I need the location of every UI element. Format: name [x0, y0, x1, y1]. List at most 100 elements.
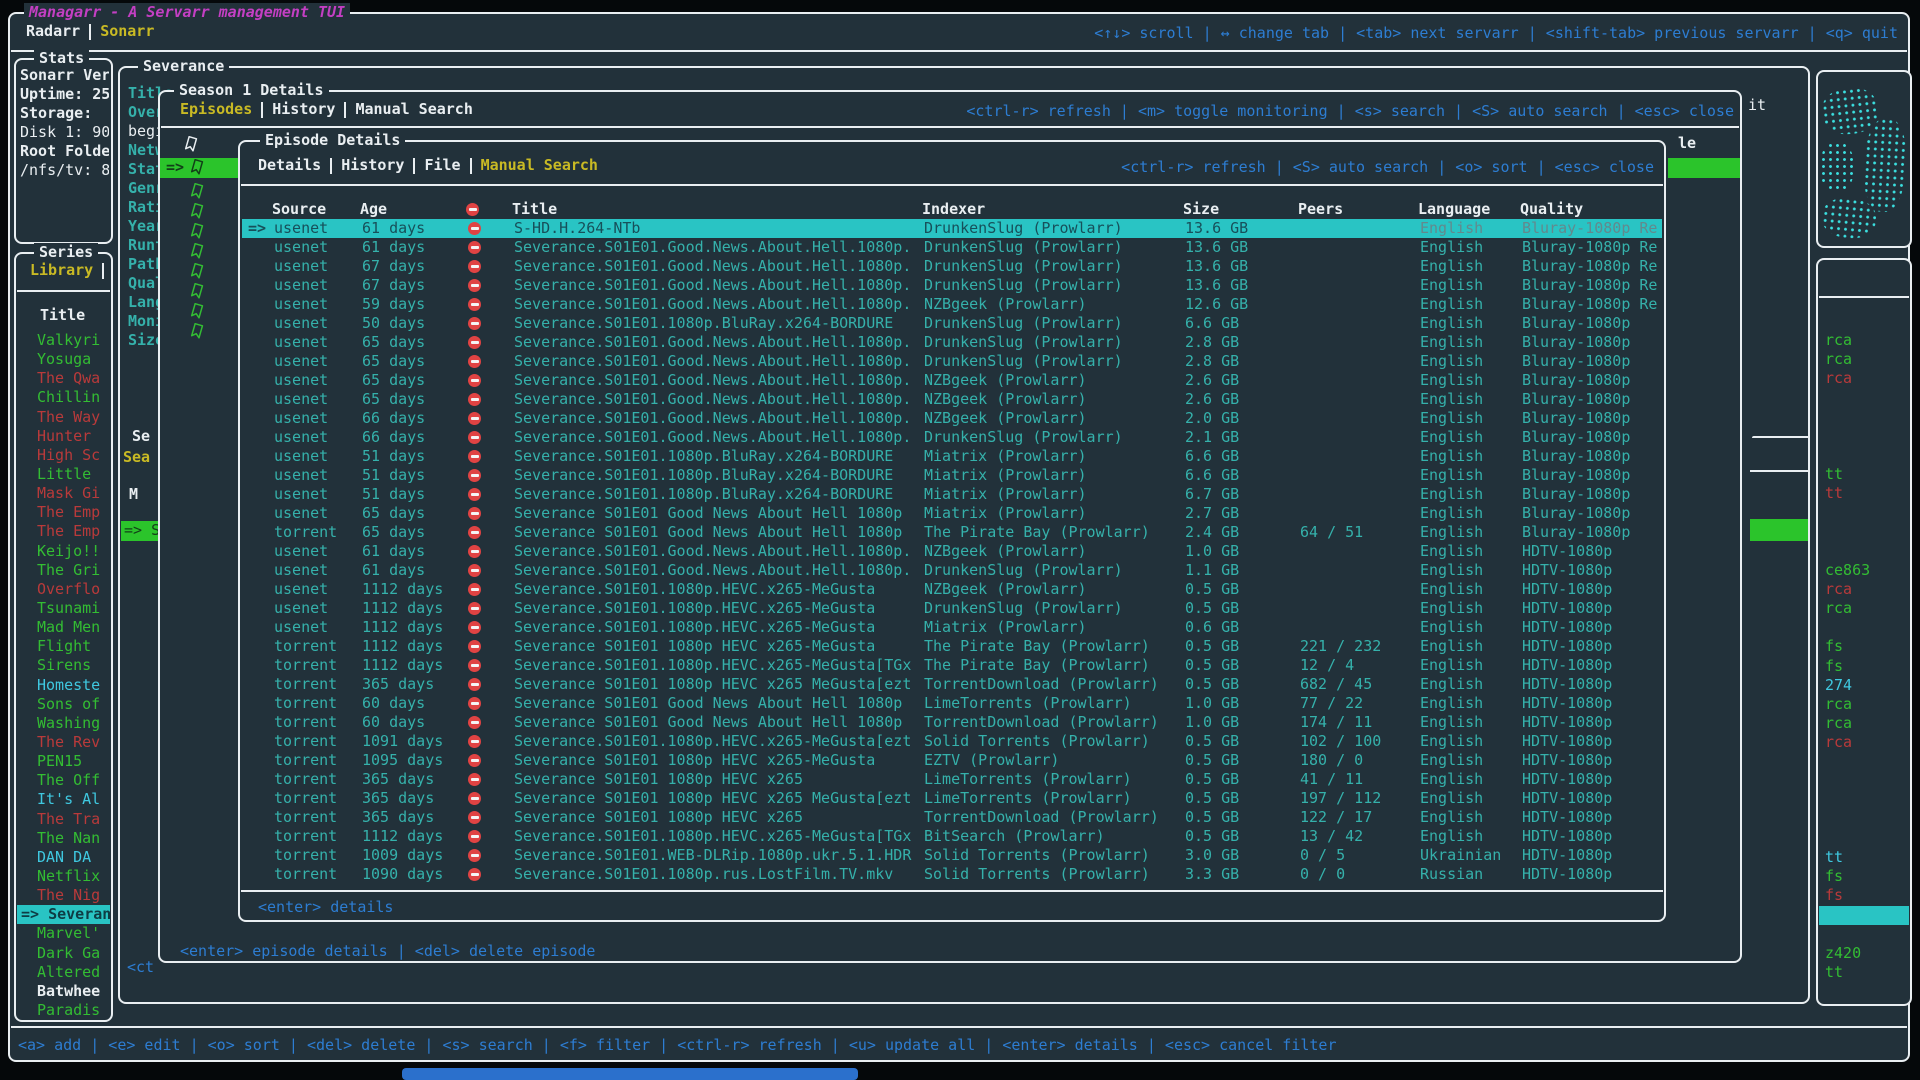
series-item[interactable]: Netflix: [37, 866, 101, 885]
series-item[interactable]: Sirens: [37, 656, 92, 675]
series-item[interactable]: Overflo: [37, 579, 101, 598]
selected-season-row-fragment[interactable]: => S: [121, 521, 165, 541]
column-header-peers[interactable]: Peers: [1298, 200, 1344, 218]
series-item[interactable]: The Rev: [37, 732, 101, 751]
series-item[interactable]: The Gri: [37, 560, 101, 579]
table-row[interactable]: torrent 1112 days Severance S01E01 1080p H…: [242, 637, 1662, 656]
table-row[interactable]: usenet 65 days Severance.S01E01.Good.News.…: [242, 371, 1662, 390]
table-row[interactable]: torrent 365 days Severance S01E01 1080p HE…: [242, 808, 1662, 827]
table-row[interactable]: torrent 365 days Severance S01E01 1080p HE…: [242, 789, 1662, 808]
series-item[interactable]: The Emp: [37, 503, 101, 522]
table-row[interactable]: torrent 60 days Severance S01E01 Good News…: [242, 713, 1662, 732]
series-item[interactable]: The Off: [37, 771, 101, 790]
series-item[interactable]: The Qwa: [37, 369, 101, 388]
series-item[interactable]: The Emp: [37, 522, 101, 541]
series-item[interactable]: The Nan: [37, 828, 101, 847]
column-header-size[interactable]: Size: [1183, 200, 1220, 218]
series-item[interactable]: Washing: [37, 713, 101, 732]
table-row[interactable]: usenet 1112 days Severance.S01E01.1080p.HE…: [242, 580, 1662, 599]
series-item[interactable]: Keijo!!: [37, 541, 101, 560]
series-item[interactable]: Hunter: [37, 426, 92, 445]
series-item[interactable]: Chillin: [37, 388, 101, 407]
series-item[interactable]: Little: [37, 464, 92, 483]
series-item[interactable]: High Sc: [37, 445, 101, 464]
cell-language: English: [1420, 751, 1484, 769]
table-row[interactable]: torrent 60 days Severance S01E01 Good News…: [242, 694, 1662, 713]
tab-episode-file[interactable]: File: [424, 156, 461, 174]
table-row[interactable]: usenet 1112 days Severance.S01E01.1080p.HE…: [242, 618, 1662, 637]
table-row[interactable]: torrent 1090 days Severance.S01E01.1080p.r…: [242, 865, 1662, 884]
table-row[interactable]: usenet 65 days Severance.S01E01.Good.News.…: [242, 333, 1662, 352]
series-item-selected[interactable]: => Severan: [17, 905, 110, 925]
table-row[interactable]: usenet 59 days Severance.S01E01.Good.News.…: [242, 295, 1662, 314]
series-item[interactable]: It's Al: [37, 790, 101, 809]
table-row[interactable]: usenet 61 days Severance.S01E01.Good.News.…: [242, 561, 1662, 580]
seasons-tab-fragment[interactable]: Sea: [123, 448, 151, 466]
tab-servarr-sonarr[interactable]: Sonarr: [100, 22, 155, 40]
table-row[interactable]: torrent 1091 days Severance.S01E01.1080p.H…: [242, 732, 1662, 751]
table-row[interactable]: torrent 365 days Severance S01E01 1080p HE…: [242, 770, 1662, 789]
column-header-quality[interactable]: Quality: [1520, 200, 1584, 218]
series-item[interactable]: Altered: [37, 962, 101, 981]
series-item[interactable]: Paradis: [37, 1000, 101, 1018]
cell-source: torrent: [274, 808, 338, 826]
series-item[interactable]: Homeste: [37, 675, 101, 694]
tab-season-episodes[interactable]: Episodes: [180, 100, 253, 118]
series-item[interactable]: Valkyri: [37, 331, 101, 349]
series-item[interactable]: Sons of: [37, 694, 101, 713]
column-header-source[interactable]: Source: [272, 200, 327, 218]
series-item[interactable]: The Way: [37, 407, 101, 426]
column-header-language[interactable]: Language: [1418, 200, 1491, 218]
table-row[interactable]: usenet 65 days Severance.S01E01.Good.News.…: [242, 390, 1662, 409]
table-row[interactable]: torrent 1112 days Severance.S01E01.1080p.H…: [242, 656, 1662, 675]
table-row[interactable]: usenet 67 days Severance.S01E01.Good.News.…: [242, 257, 1662, 276]
series-item[interactable]: DAN DA: [37, 847, 92, 866]
cell-quality: HDTV-1080p: [1522, 618, 1613, 636]
table-row[interactable]: usenet 67 days Severance.S01E01.Good.News.…: [242, 276, 1662, 295]
table-row[interactable]: torrent 1009 days Severance.S01E01.WEB-DLR…: [242, 846, 1662, 865]
series-item[interactable]: Flight: [37, 637, 92, 656]
table-row[interactable]: usenet 51 days Severance.S01E01.1080p.BluR…: [242, 466, 1662, 485]
table-row[interactable]: usenet 61 days Severance.S01E01.Good.News.…: [242, 238, 1662, 257]
table-row[interactable]: usenet 50 days Severance.S01E01.1080p.BluR…: [242, 314, 1662, 333]
table-row[interactable]: usenet 1112 days Severance.S01E01.1080p.HE…: [242, 599, 1662, 618]
series-item[interactable]: Batwhee: [37, 981, 101, 1000]
series-item[interactable]: Tsunami: [37, 598, 101, 617]
table-row[interactable]: torrent 1112 days Severance.S01E01.1080p.H…: [242, 827, 1662, 846]
series-item[interactable]: Yosuga: [37, 350, 92, 369]
table-row[interactable]: usenet 51 days Severance.S01E01.1080p.BluR…: [242, 485, 1662, 504]
column-header-age[interactable]: Age: [360, 200, 388, 218]
table-row[interactable]: => usenet 61 days S-HD.H.264-NTb DrunkenSlug…: [242, 219, 1662, 238]
series-item[interactable]: Mad Men: [37, 618, 101, 637]
series-item[interactable]: The Tra: [37, 809, 101, 828]
tab-episode-manual-search[interactable]: Manual Search: [480, 156, 598, 174]
column-header-title[interactable]: Title: [512, 200, 558, 218]
cell-title: Severance.S01E01.1080p.HEVC.x265-MeGusta: [514, 580, 876, 598]
series-item[interactable]: The Nig: [37, 886, 101, 905]
tab-servarr-radarr[interactable]: Radarr: [26, 22, 81, 40]
selected-episode-row-fragment[interactable]: =>: [160, 158, 238, 178]
tab-episode-history[interactable]: History: [341, 156, 405, 174]
cell-language: English: [1420, 333, 1484, 351]
tab-episode-details[interactable]: Details: [258, 156, 322, 174]
table-row[interactable]: usenet 65 days Severance.S01E01.Good.News.…: [242, 352, 1662, 371]
table-row[interactable]: usenet 61 days Severance.S01E01.Good.News.…: [242, 542, 1662, 561]
table-row[interactable]: usenet 51 days Severance.S01E01.1080p.BluR…: [242, 447, 1662, 466]
bottom-scrollbar[interactable]: [402, 1068, 858, 1080]
tab-season-history[interactable]: History: [272, 100, 336, 118]
table-row[interactable]: usenet 66 days Severance.S01E01.Good.News.…: [242, 409, 1662, 428]
series-item[interactable]: Mask Gi: [37, 484, 101, 503]
series-item[interactable]: Dark Ga: [37, 943, 101, 962]
series-item[interactable]: Marvel': [37, 924, 101, 943]
table-row[interactable]: usenet 65 days Severance S01E01 Good News …: [242, 504, 1662, 523]
table-row[interactable]: torrent 65 days Severance S01E01 Good News…: [242, 523, 1662, 542]
tab-season-manual-search[interactable]: Manual Search: [355, 100, 473, 118]
table-row[interactable]: torrent 365 days Severance S01E01 1080p HE…: [242, 675, 1662, 694]
table-row[interactable]: torrent 1095 days Severance S01E01 1080p H…: [242, 751, 1662, 770]
cell-quality: Bluray-1080p: [1522, 523, 1631, 541]
column-header-indexer[interactable]: Indexer: [922, 200, 986, 218]
library-tab-label: Library: [30, 261, 94, 279]
series-item[interactable]: PEN15: [37, 752, 83, 771]
tab-library[interactable]: Library: [30, 261, 113, 280]
table-row[interactable]: usenet 66 days Severance.S01E01.Good.News.…: [242, 428, 1662, 447]
